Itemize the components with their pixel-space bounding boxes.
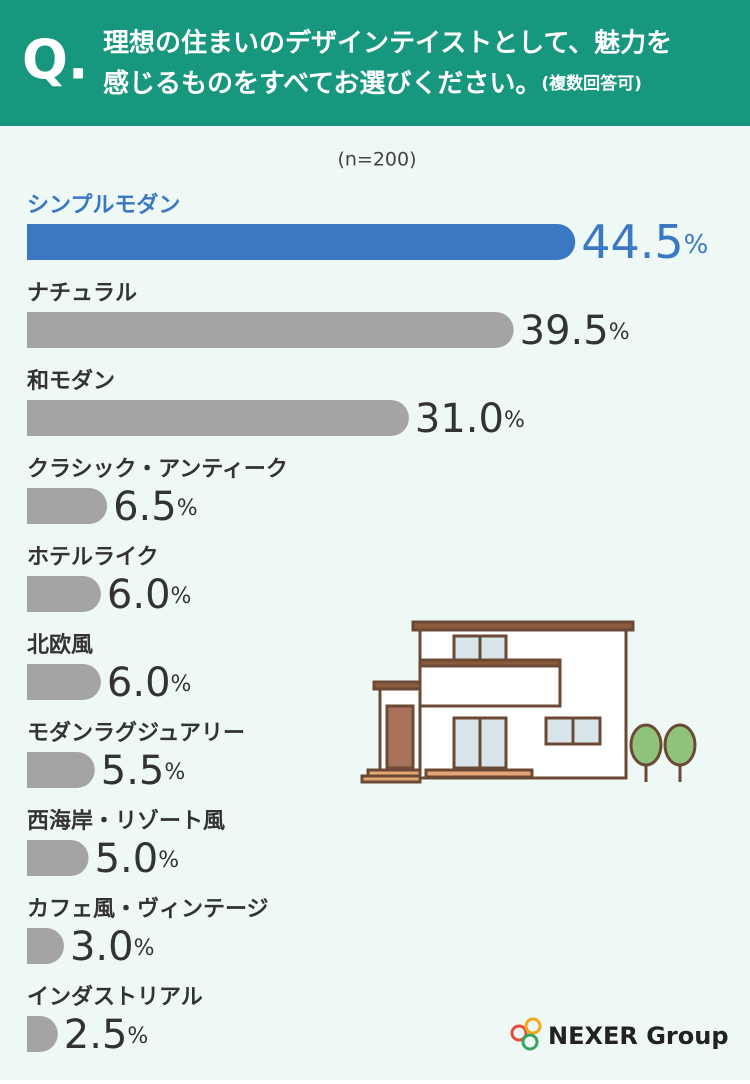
- logo-text: NEXER Group: [548, 1022, 729, 1050]
- logo: NEXER Group: [510, 1017, 729, 1051]
- value-label: 5.0%: [95, 836, 180, 882]
- header: [0, 0, 750, 126]
- category-label: 北欧風: [27, 632, 93, 658]
- bar: [27, 312, 514, 348]
- category-label: ホテルライク: [27, 545, 159, 570]
- bar: [27, 400, 409, 436]
- category-label: インダストリアル: [27, 984, 203, 1010]
- question-line: 感じるものをすべてお選びください。: [103, 69, 541, 99]
- value-label: 3.0%: [70, 924, 155, 970]
- value-label: 6.0%: [107, 660, 192, 706]
- category-label: クラシック・アンティーク: [27, 457, 288, 482]
- category-label: 西海岸・リゾート風: [27, 808, 225, 834]
- bar: [27, 664, 101, 700]
- value-label: 39.5%: [520, 308, 630, 354]
- bar: [27, 840, 89, 876]
- value-label: 31.0%: [415, 396, 525, 442]
- value-label: 5.5%: [101, 748, 186, 794]
- sample-size: (n=200): [337, 149, 416, 171]
- q-marker: Q.: [22, 29, 88, 92]
- bar: [27, 488, 108, 524]
- bar: [27, 1016, 58, 1052]
- bar: [27, 752, 95, 788]
- question: 感じるものをすべてお選びください。(複数回答可): [103, 69, 642, 99]
- value-label: 2.5%: [64, 1012, 149, 1058]
- value-label: 6.0%: [107, 572, 192, 618]
- bar: [27, 928, 64, 964]
- question-note: (複数回答可): [541, 73, 642, 94]
- value-label: 44.5%: [581, 215, 708, 269]
- bar: [27, 576, 101, 612]
- category-label: シンプルモダン: [27, 192, 180, 218]
- question: 理想の住まいのデザインテイストとして、魅力を: [103, 28, 672, 59]
- category-label: 和モダン: [27, 368, 115, 394]
- bar: [27, 224, 576, 260]
- category-label: カフェ風・ヴィンテージ: [27, 896, 269, 922]
- value-label: 6.5%: [113, 484, 198, 530]
- category-label: モダンラグジュアリー: [27, 720, 245, 746]
- house-illustration: [360, 620, 697, 784]
- category-label: ナチュラル: [27, 281, 137, 306]
